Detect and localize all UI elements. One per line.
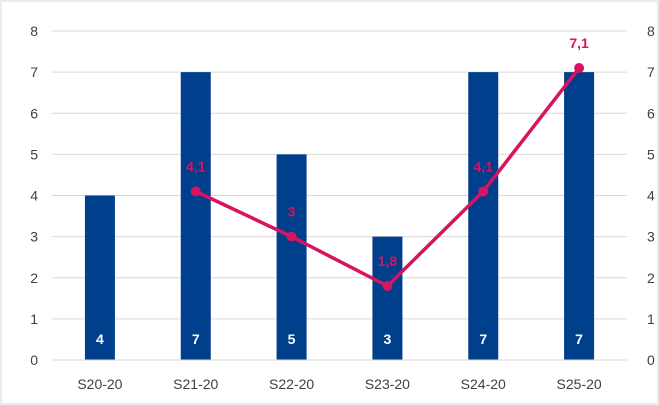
y2-tick-label: 6 [647, 105, 655, 121]
bar [468, 72, 499, 360]
y2-tick-label: 5 [647, 146, 655, 162]
bar-value-label: 3 [384, 331, 392, 347]
bar [276, 154, 307, 360]
bar-value-label: 5 [288, 331, 296, 347]
y-axis-left: 0 1 2 3 4 5 6 7 8 [30, 23, 38, 368]
bar [564, 72, 595, 360]
y-tick-label: 3 [30, 229, 38, 245]
line-point [382, 280, 393, 291]
x-tick-label: S22-20 [269, 376, 314, 392]
x-tick-label: S20-20 [77, 376, 122, 392]
y2-tick-label: 3 [647, 229, 655, 245]
y-tick-label: 1 [30, 311, 38, 327]
bar-value-label: 4 [96, 331, 104, 347]
x-tick-label: S24-20 [461, 376, 506, 392]
line-value-label: 1,8 [378, 253, 398, 269]
y2-tick-label: 4 [647, 188, 655, 204]
line-point [478, 186, 489, 197]
y2-tick-label: 1 [647, 311, 655, 327]
y2-tick-label: 8 [647, 23, 655, 39]
line-point [574, 63, 585, 74]
line-point [190, 186, 201, 197]
line-point [286, 231, 297, 242]
bar-series: 4 7 5 3 7 7 [84, 72, 595, 360]
y-tick-label: 7 [30, 64, 38, 80]
bar-value-label: 7 [575, 331, 583, 347]
x-tick-label: S23-20 [365, 376, 410, 392]
y2-tick-label: 2 [647, 270, 655, 286]
line-value-label: 7,1 [569, 35, 589, 51]
bar [84, 195, 115, 360]
y-tick-label: 8 [30, 23, 38, 39]
y-tick-label: 4 [30, 188, 38, 204]
y2-tick-label: 0 [647, 352, 655, 368]
y-tick-label: 6 [30, 105, 38, 121]
line-series: 4,1 3 1,8 4,1 7,1 [186, 35, 589, 291]
bar-value-label: 7 [192, 331, 200, 347]
x-tick-label: S21-20 [173, 376, 218, 392]
line-value-label: 4,1 [186, 158, 206, 174]
bar [372, 236, 403, 360]
y2-tick-label: 7 [647, 64, 655, 80]
y-axis-right: 0 1 2 3 4 5 6 7 8 [647, 23, 655, 368]
bar [180, 72, 211, 360]
y-tick-label: 2 [30, 270, 38, 286]
line-value-label: 3 [288, 204, 296, 220]
bar-value-label: 7 [479, 331, 487, 347]
line-value-label: 4,1 [474, 158, 494, 174]
grid-lines [52, 30, 627, 320]
y-tick-label: 0 [30, 352, 38, 368]
x-tick-label: S25-20 [557, 376, 602, 392]
x-axis: S20-20 S21-20 S22-20 S23-20 S24-20 S25-20 [52, 359, 627, 392]
y-tick-label: 5 [30, 146, 38, 162]
